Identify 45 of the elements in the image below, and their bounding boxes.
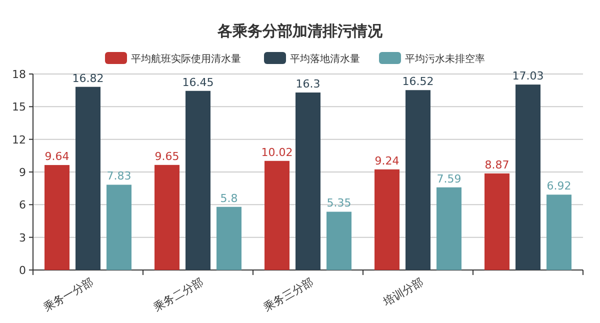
bar [374, 169, 400, 270]
legend-label: 平均落地清水量 [290, 53, 360, 65]
data-label: 8.87 [484, 158, 510, 172]
y-tick-label: 0 [19, 264, 26, 277]
data-label: 7.83 [106, 170, 132, 183]
bar [326, 212, 352, 270]
legend-label: 平均污水未排空率 [405, 53, 485, 65]
bar [44, 165, 70, 270]
data-label: 5.35 [326, 196, 352, 210]
bar [264, 160, 290, 270]
y-tick-label: 12 [12, 133, 26, 146]
bar [106, 184, 132, 270]
bar [436, 187, 462, 270]
bar [546, 194, 572, 270]
bar [154, 164, 180, 270]
legend-label: 平均航班实际使用清水量 [131, 53, 241, 65]
y-tick-label: 15 [12, 100, 26, 114]
data-label: 6.92 [546, 180, 572, 193]
bar [296, 92, 320, 270]
bar [406, 90, 430, 270]
bar [186, 90, 210, 270]
data-label: 7.59 [436, 172, 462, 186]
y-tick-label: 3 [19, 231, 26, 244]
y-tick-label: 18 [12, 68, 26, 81]
x-tick-label: 乘务二分部 [151, 275, 206, 314]
data-label: 10.02 [261, 146, 293, 159]
bar [484, 173, 510, 270]
data-label: 9.64 [44, 150, 70, 164]
y-tick-label: 6 [19, 198, 26, 212]
data-label: 16.3 [296, 78, 320, 91]
y-tick-label: 9 [19, 166, 26, 179]
data-label: 16.45 [182, 76, 214, 89]
bar [516, 84, 540, 270]
x-tick-label: 培训分部 [380, 275, 426, 310]
data-label: 9.65 [154, 150, 180, 163]
data-label: 9.24 [374, 154, 400, 168]
x-tick-label: 乘务一分部 [41, 275, 96, 314]
bar [216, 206, 242, 270]
bar [76, 86, 100, 270]
chart-title: 各乘务分部加清排污情况 [216, 22, 384, 40]
data-label: 17.03 [512, 70, 544, 83]
data-label: 16.82 [72, 72, 104, 85]
x-tick-label: 乘务三分部 [261, 275, 316, 314]
data-label: 5.8 [220, 192, 238, 205]
data-label: 16.52 [402, 75, 434, 88]
